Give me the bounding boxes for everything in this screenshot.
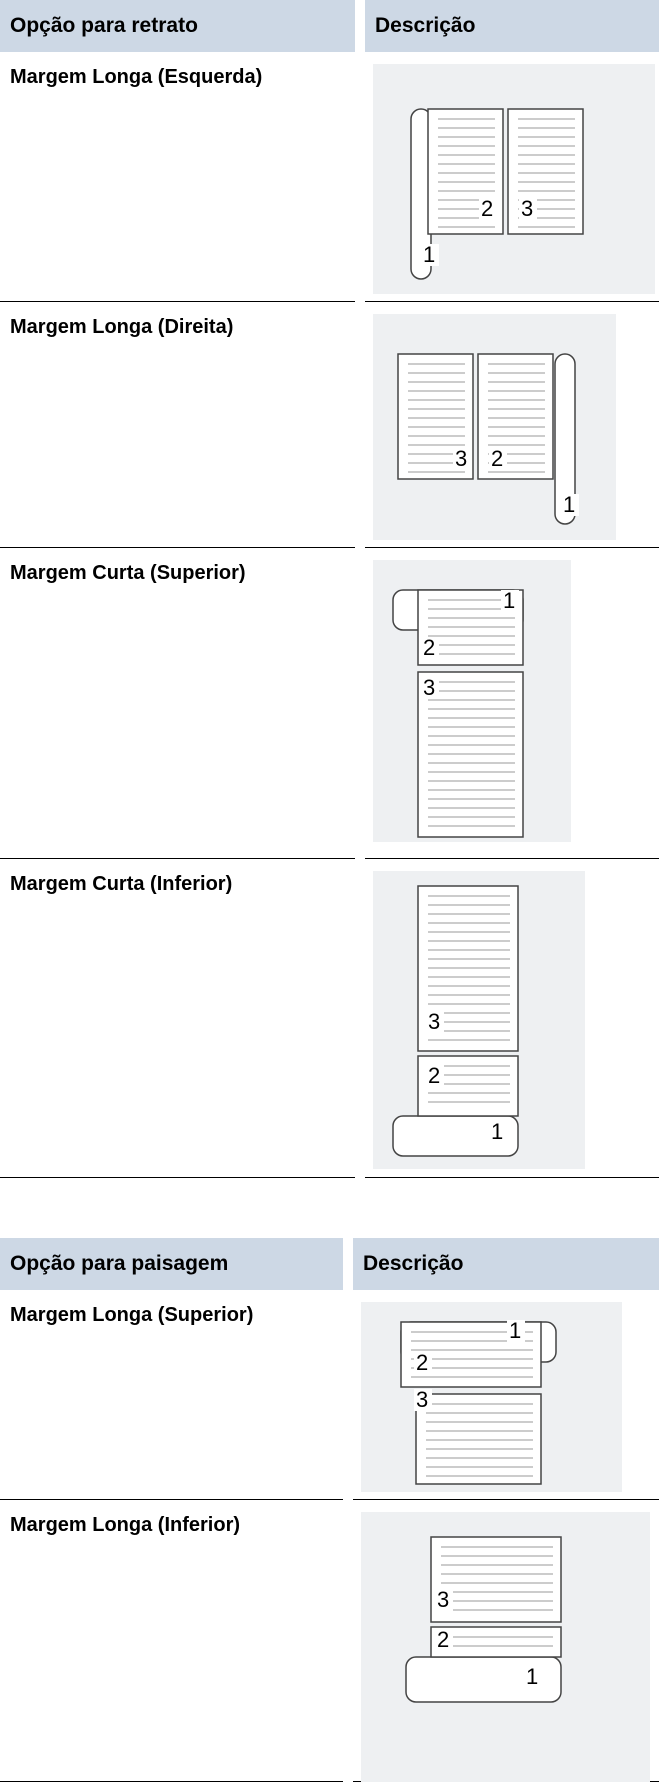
option-cell: Margem Longa (Superior) [0,1290,343,1500]
page-number: 1 [491,1119,503,1144]
header-cell: Opção para paisagem [0,1238,343,1290]
page-number: 3 [455,446,467,471]
option-cell: Margem Curta (Superior) [0,548,355,859]
number-backdrop [435,1589,453,1611]
number-backdrop [519,198,537,220]
number-backdrop [421,637,439,659]
number-backdrop [421,244,439,266]
number-backdrop [421,677,439,699]
page-number: 1 [509,1318,521,1343]
number-backdrop [426,1065,444,1087]
number-backdrop [435,1629,453,1651]
page-number: 2 [428,1063,440,1088]
header-gap [343,1238,353,1290]
curled-page [554,353,576,525]
header-cell: Descrição [353,1238,659,1290]
number-backdrop [479,198,497,220]
table-header: Opção para paisagem Descrição [0,1238,659,1290]
number-backdrop [414,1389,432,1411]
cell-gap [355,548,365,859]
cell-gap [355,302,365,548]
page-number: 3 [428,1009,440,1034]
page [415,1393,542,1485]
page-number: 3 [423,675,435,700]
number-backdrop [453,448,471,470]
binding-illustration: 2 3 1 [373,64,655,294]
header-cell: Descrição [365,0,659,52]
page-number: 2 [437,1627,449,1652]
page-number: 1 [503,588,515,613]
page-number: 3 [416,1387,428,1412]
cell-gap [355,859,365,1178]
number-backdrop [561,494,579,516]
binding-illustration: 1 2 3 [373,560,571,842]
cell-gap [355,52,365,302]
page-number: 1 [563,492,575,517]
cell-gap [343,1500,353,1782]
page-number: 3 [521,196,533,221]
number-backdrop [489,1121,507,1143]
description-cell: 1 2 3 [365,548,659,859]
table-row: Margem Longa (Inferior) 3 2 1 [0,1500,659,1782]
page-number: 2 [423,635,435,660]
table-row: Margem Curta (Superior) 1 2 3 [0,548,659,859]
table: Opção para retrato Descrição Margem Longa … [0,0,659,1178]
header-cell: Opção para retrato [0,0,355,52]
table-header: Opção para retrato Descrição [0,0,659,52]
page-number: 1 [526,1664,538,1689]
table-row: Margem Longa (Direita) 3 2 1 [0,302,659,548]
option-cell: Margem Longa (Esquerda) [0,52,355,302]
number-backdrop [501,590,519,612]
page-number: 2 [481,196,493,221]
number-backdrop [426,1011,444,1033]
number-backdrop [524,1666,542,1688]
option-cell: Margem Longa (Direita) [0,302,355,548]
cell-gap [343,1290,353,1500]
page-number: 2 [416,1350,428,1375]
header-gap [355,0,365,52]
number-backdrop [489,448,507,470]
page-number: 2 [491,446,503,471]
binding-illustration: 1 2 3 [361,1302,622,1492]
binding-illustration: 3 2 1 [373,871,585,1169]
option-cell: Margem Longa (Inferior) [0,1500,343,1782]
table-row: Margem Longa (Esquerda) 2 3 1 [0,52,659,302]
table: Opção para paisagem Descrição Margem Longa… [0,1238,659,1782]
page-number: 3 [437,1587,449,1612]
binding-illustration: 3 2 1 [361,1512,650,1782]
description-cell: 2 3 1 [365,52,659,302]
number-backdrop [414,1352,432,1374]
number-backdrop [507,1320,525,1342]
description-cell: 3 2 1 [353,1500,659,1782]
option-cell: Margem Curta (Inferior) [0,859,355,1178]
page-number: 1 [423,242,435,267]
description-cell: 1 2 3 [353,1290,659,1500]
table-row: Margem Longa (Superior) 1 2 3 [0,1290,659,1500]
table-row: Margem Curta (Inferior) 3 2 1 [0,859,659,1178]
description-cell: 3 2 1 [365,859,659,1178]
